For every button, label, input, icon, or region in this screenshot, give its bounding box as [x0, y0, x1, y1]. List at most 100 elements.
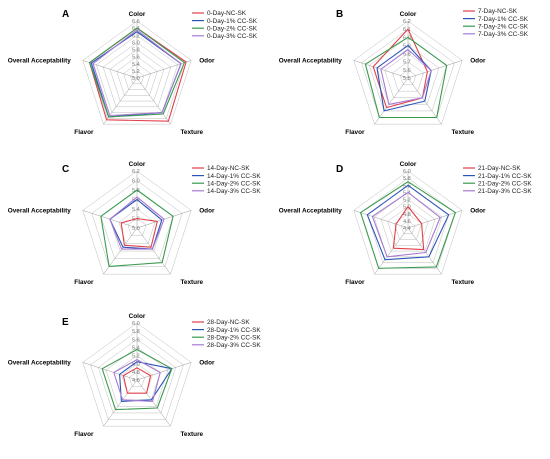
legend-label: 0-Day-2% CC-SK [207, 25, 258, 32]
tick-label: 5.4 [132, 345, 140, 351]
grid-ring [353, 170, 463, 275]
axis-spoke [136, 60, 192, 79]
axis-label-odor: Odor [470, 207, 486, 214]
axis-label-overall-acceptability: Overall Acceptability [279, 207, 342, 214]
axis-spoke [82, 362, 138, 381]
tick-label: 5.2 [132, 69, 140, 75]
grid-ring [96, 34, 178, 113]
series-line [380, 48, 432, 105]
axis-label-color: Color [129, 11, 146, 18]
tick-label: 6.0 [132, 179, 140, 185]
series-line [119, 361, 173, 402]
grid-ring [97, 338, 177, 414]
grid-ring [116, 56, 158, 96]
grid-ring [128, 371, 146, 387]
axis-spoke [136, 362, 192, 381]
axis-spoke [103, 379, 138, 427]
axis-label-overall-acceptability: Overall Acceptability [279, 57, 342, 64]
tick-label: 5.8 [403, 52, 411, 58]
grid-ring [353, 20, 463, 125]
series-line [371, 191, 441, 258]
grid-ring [102, 42, 172, 108]
axis-label-texture: Texture [452, 129, 475, 136]
axis-label-odor: Odor [470, 57, 486, 64]
legend-label: 21-Day-NC-SK [478, 165, 521, 172]
axis-label-flavor: Flavor [345, 279, 365, 286]
axis-label-overall-acceptability: Overall Acceptability [8, 207, 71, 214]
axis-label-overall-acceptability: Overall Acceptability [8, 359, 71, 366]
grid-ring [82, 170, 192, 275]
tick-label: 6.6 [132, 19, 140, 25]
tick-label: 6.0 [132, 40, 140, 46]
series-line [360, 181, 456, 269]
radar-panel-d: 4.44.64.85.05.25.45.65.86.0ColorOdorText… [279, 161, 533, 286]
axis-label-color: Color [129, 161, 146, 168]
panel-letter: A [62, 9, 69, 20]
axis-label-texture: Texture [181, 129, 204, 136]
series-line [122, 367, 152, 394]
legend-label: 21-Day-2% CC-SK [478, 180, 532, 187]
axis-label-color: Color [400, 161, 417, 168]
tick-label: 5.6 [132, 55, 140, 61]
series-line [92, 29, 182, 117]
grid-ring [392, 61, 424, 92]
tick-label: 4.8 [132, 370, 140, 376]
grid-ring [90, 330, 184, 420]
radar-panel-c: 5.05.25.45.65.86.06.2ColorOdorTextureFla… [8, 161, 262, 286]
grid-ring [373, 192, 443, 258]
panel-letter: D [336, 164, 343, 175]
axis-label-odor: Odor [199, 359, 215, 366]
axis-label-flavor: Flavor [74, 129, 94, 136]
tick-label: 5.2 [132, 217, 140, 223]
tick-label: 6.2 [403, 19, 411, 25]
legend-label: 21-Day-3% CC-SK [478, 188, 532, 195]
radar-panel-b: 5.55.65.75.85.96.06.16.2ColorOdorTexture… [279, 8, 529, 136]
tick-label: 4.6 [403, 219, 411, 225]
grid-ring [129, 70, 145, 85]
legend-label: 21-Day-1% CC-SK [478, 173, 532, 180]
legend-label: 14-Day-3% CC-SK [207, 188, 261, 195]
tick-label: 5.0 [132, 362, 140, 368]
axis-spoke [407, 210, 463, 229]
legend-label: 14-Day-2% CC-SK [207, 180, 261, 187]
axis-label-texture: Texture [452, 279, 475, 286]
legend-label: 7-Day-3% CC-SK [478, 31, 529, 38]
axis-spoke [136, 77, 171, 125]
grid-ring [118, 208, 156, 244]
series-line [366, 184, 450, 261]
series-line [89, 27, 185, 118]
radar-panel-a: 5.05.25.45.65.86.06.26.46.6ColorOdorText… [8, 9, 258, 136]
legend-label: 7-Day-2% CC-SK [478, 23, 529, 30]
axis-label-odor: Odor [199, 57, 215, 64]
tick-label: 5.4 [132, 62, 140, 68]
tick-label: 4.6 [132, 378, 140, 384]
tick-label: 5.0 [132, 226, 140, 232]
series-line [120, 217, 158, 248]
tick-label: 5.8 [403, 176, 411, 182]
grid-ring [82, 322, 192, 427]
grid-ring [109, 49, 165, 102]
legend-label: 28-Day-3% CC-SK [207, 342, 261, 349]
legend-label: 0-Day-NC-SK [207, 10, 247, 17]
legend-label: 0-Day-3% CC-SK [207, 33, 258, 40]
axis-spoke [374, 77, 409, 125]
series-line [113, 359, 161, 402]
series-line [101, 348, 173, 411]
series-line [100, 189, 174, 267]
grid-ring [91, 180, 183, 267]
tick-label: 5.2 [403, 198, 411, 204]
tick-label: 5.5 [403, 76, 411, 82]
legend-label: 28-Day-NC-SK [207, 319, 250, 326]
panel-letter: C [62, 164, 69, 175]
axis-spoke [374, 227, 409, 275]
legend: 7-Day-NC-SK7-Day-1% CC-SK7-Day-2% CC-SK7… [463, 8, 529, 38]
tick-label: 4.8 [403, 212, 411, 218]
axis-label-overall-acceptability: Overall Acceptability [8, 57, 71, 64]
axis-spoke [353, 210, 409, 229]
tick-label: 5.2 [132, 354, 140, 360]
legend-label: 14-Day-NC-SK [207, 165, 250, 172]
